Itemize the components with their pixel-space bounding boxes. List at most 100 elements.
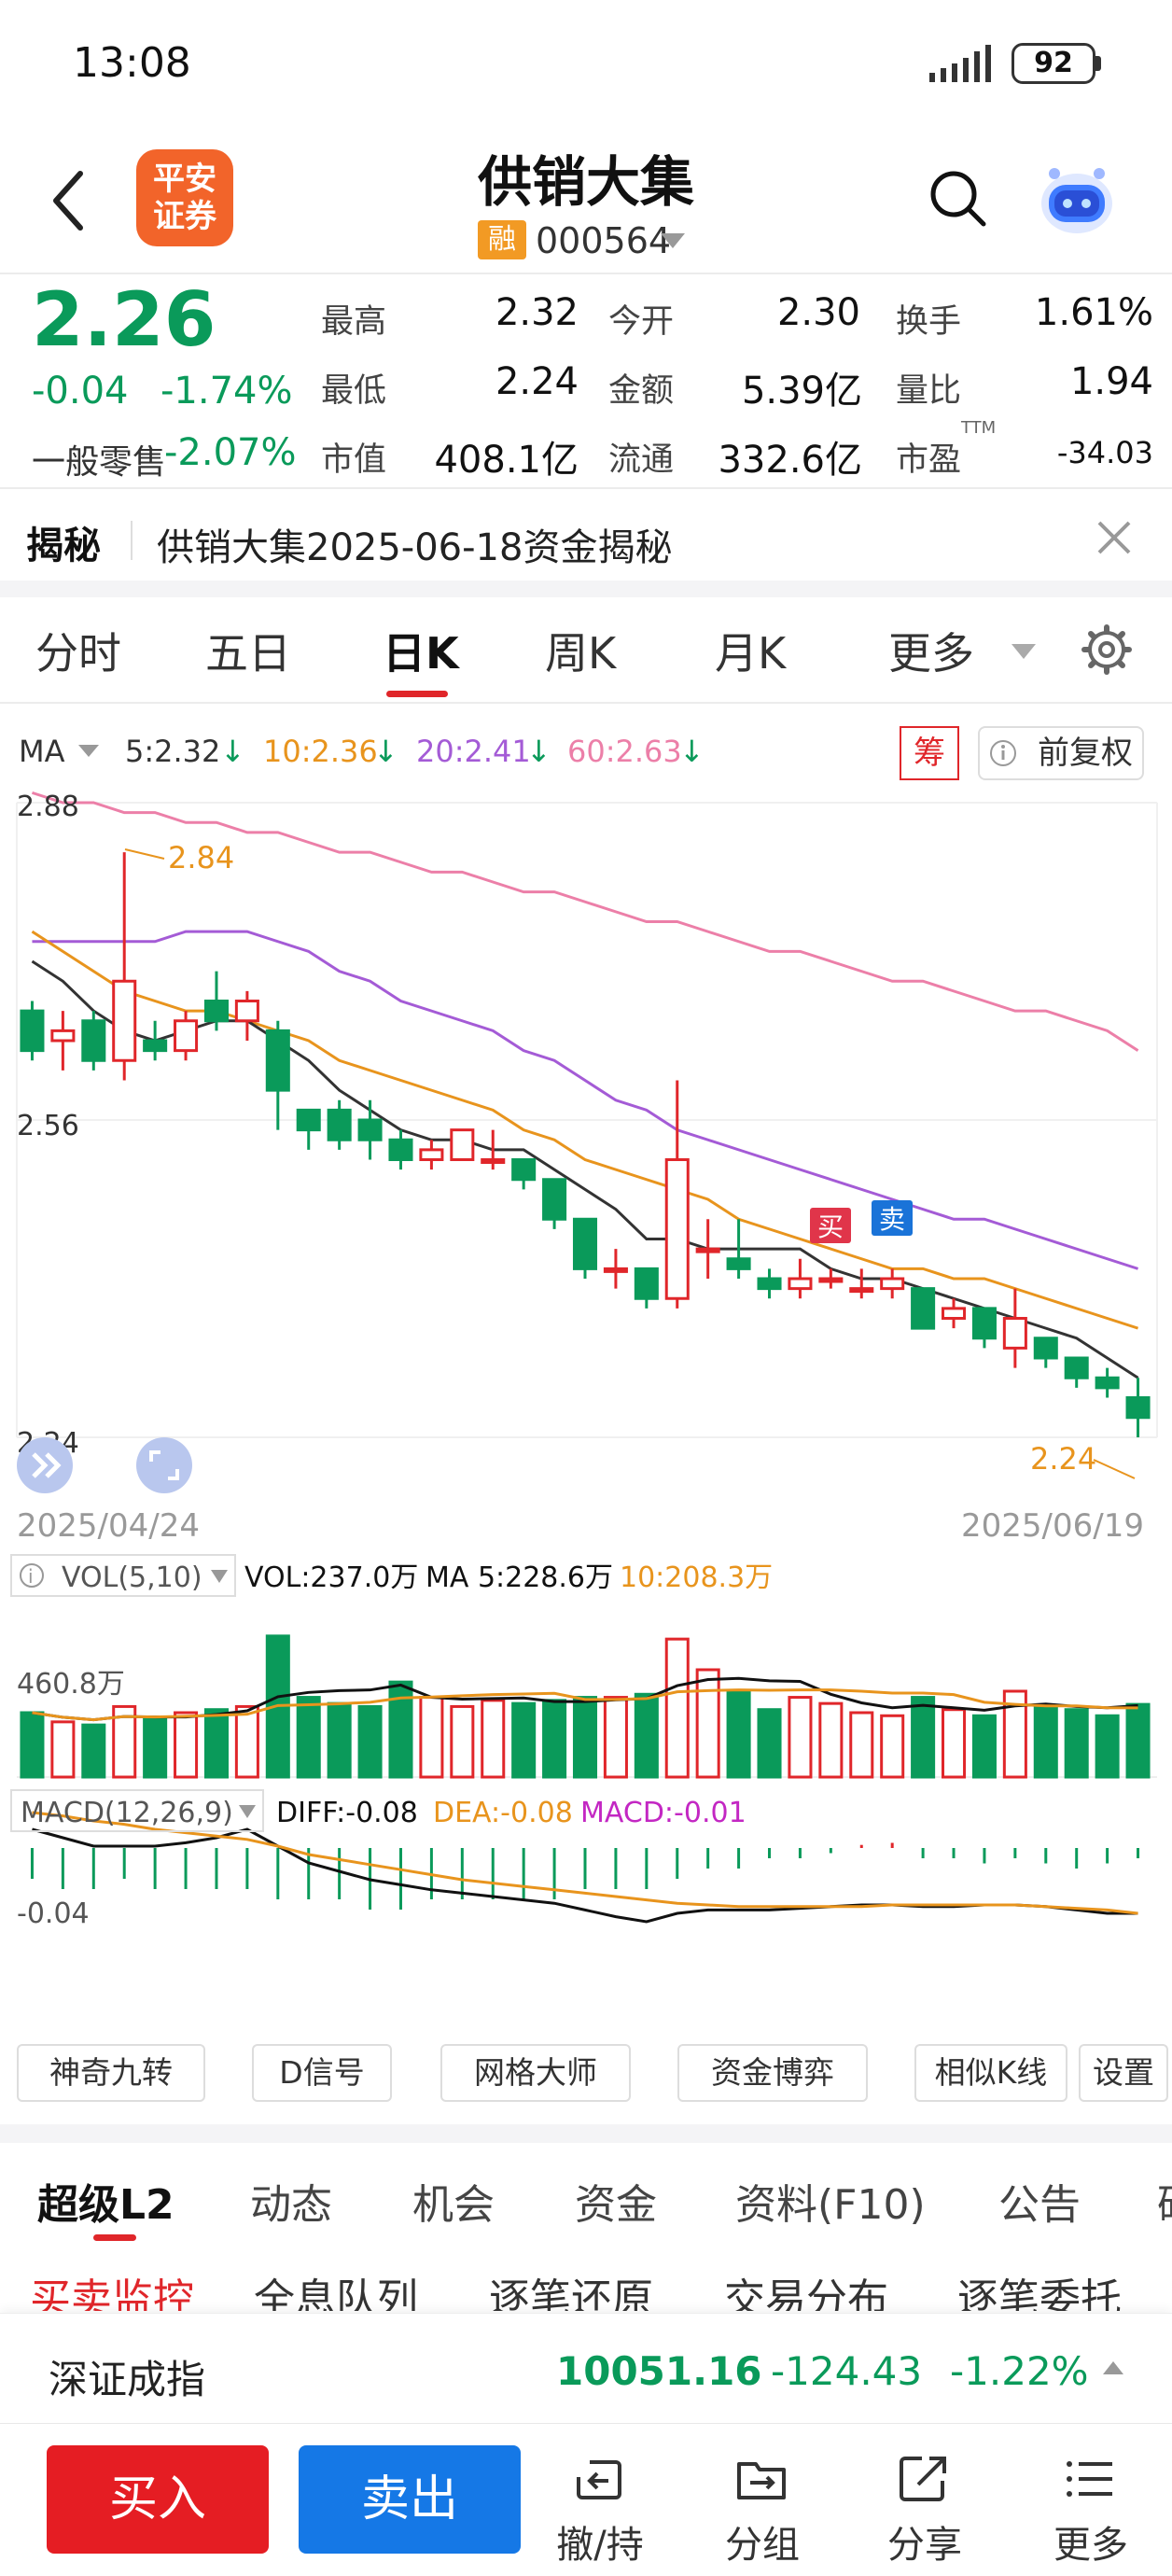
volume-bar	[880, 1714, 905, 1779]
vol-label: VOL(5,10)	[62, 1561, 202, 1594]
menu-icon[interactable]	[1062, 2451, 1118, 2507]
reveal-link[interactable]: 供销大集2025-06-18资金揭秘	[157, 526, 673, 569]
macd-selector-box	[10, 1789, 264, 1832]
kline-chart[interactable]: 2.88 2.56 2.24 2.84 2.24 2025/04/24 2025…	[0, 784, 1172, 2035]
candle-body	[1033, 1337, 1058, 1360]
tool-d-signal[interactable]: D信号	[252, 2044, 392, 2102]
expand-left-icon	[17, 1437, 73, 1493]
tab-more[interactable]: 更多	[888, 628, 974, 679]
svg-text:i: i	[28, 1565, 34, 1588]
tool-fund-game[interactable]: 资金博弈	[677, 2044, 868, 2102]
tool-grid-master[interactable]: 网格大师	[440, 2044, 631, 2102]
candle-body	[542, 1178, 567, 1221]
candle-body	[388, 1138, 413, 1161]
vol-value: VOL:237.0万	[244, 1561, 418, 1594]
turnover-label: 换手	[896, 303, 962, 341]
tab-f10[interactable]: 资料(F10)	[735, 2181, 926, 2229]
buy-signal-tag: 买	[810, 1208, 851, 1243]
subtab-tick-restore[interactable]: 逐笔还原	[489, 2275, 653, 2311]
ma20-line	[32, 930, 1139, 1270]
low-value: 2.24	[495, 360, 579, 403]
candle-body	[481, 1158, 506, 1164]
ai-assistant-icon[interactable]	[1036, 159, 1118, 241]
tab-weekly-k[interactable]: 周K	[545, 628, 617, 679]
high-value: 2.32	[495, 291, 579, 334]
more-label[interactable]: 更多	[1053, 2524, 1128, 2567]
quote-divider	[0, 487, 1172, 489]
subtab-trade-dist[interactable]: 交易分布	[724, 2275, 888, 2311]
tab-announcements[interactable]: 公告	[998, 2181, 1081, 2229]
open-label: 今开	[608, 303, 675, 341]
search-icon[interactable]	[928, 168, 989, 230]
volume-bar	[603, 1696, 628, 1779]
tool-settings[interactable]: 设置	[1079, 2044, 1168, 2102]
index-change: -124.43	[771, 2348, 923, 2394]
buy-button[interactable]: 买入	[47, 2445, 269, 2554]
margin-badge: 融	[478, 220, 526, 259]
group-label[interactable]: 分组	[725, 2524, 800, 2567]
expand-up-icon[interactable]	[1103, 2361, 1123, 2374]
subtab-order-monitor[interactable]: 买卖监控	[30, 2275, 194, 2311]
more-dropdown-icon[interactable]	[1012, 644, 1036, 659]
tab-super-l2[interactable]: 超级L2	[37, 2181, 174, 2229]
volume-bar	[388, 1680, 413, 1779]
adjust-mode-button[interactable]: 前复权	[978, 726, 1144, 780]
gear-icon[interactable]	[1081, 623, 1133, 676]
sell-button[interactable]: 卖出	[299, 2445, 521, 2554]
tab-funds[interactable]: 资金	[575, 2181, 657, 2229]
low-label: 最低	[321, 372, 387, 410]
ma20-arrow-icon: ↓	[526, 734, 551, 769]
volume-bars	[17, 1634, 1157, 1779]
candle-body	[511, 1158, 537, 1182]
tab-monthly-k[interactable]: 月K	[715, 628, 787, 679]
vol-dropdown-icon	[211, 1570, 228, 1583]
vol-ratio-label: 量比	[896, 372, 962, 410]
ma60-arrow-icon: ↓	[679, 734, 705, 769]
volume-bar	[419, 1696, 444, 1779]
subtab-queue[interactable]: 全息队列	[254, 2275, 418, 2311]
tab-opportunity[interactable]: 机会	[412, 2181, 495, 2229]
tab-research[interactable]: 研	[1157, 2171, 1172, 2231]
date-end: 2025/06/19	[961, 1507, 1144, 1545]
volume-bar	[664, 1637, 690, 1779]
signal-icon	[929, 45, 991, 82]
candle-body	[880, 1277, 905, 1291]
candle-body	[634, 1267, 659, 1300]
tab-intraday[interactable]: 分时	[35, 628, 121, 679]
amount-label: 金额	[608, 372, 675, 410]
tab-five-day[interactable]: 五日	[205, 628, 291, 679]
tool-similar-k[interactable]: 相似K线	[914, 2044, 1067, 2102]
tool-nine-turn[interactable]: 神奇九转	[17, 2044, 205, 2102]
volume-bar	[511, 1701, 537, 1779]
ma-dropdown-icon[interactable]	[78, 745, 99, 757]
subtab-tick-orders[interactable]: 逐笔委托	[957, 2275, 1122, 2311]
fullscreen-icon	[136, 1437, 192, 1493]
date-start: 2025/04/24	[17, 1507, 200, 1545]
candle-body	[174, 1019, 199, 1053]
share-label[interactable]: 分享	[887, 2524, 962, 2567]
close-icon[interactable]	[1094, 517, 1135, 558]
cancel-hold-label[interactable]: 撤/持	[556, 2524, 644, 2567]
tab-news[interactable]: 动态	[250, 2181, 332, 2229]
ma-selector[interactable]: MA	[19, 734, 65, 769]
share-icon[interactable]	[896, 2451, 952, 2507]
active-tab-indicator	[386, 691, 448, 697]
turnover-value: 1.61%	[1034, 291, 1153, 334]
group-icon[interactable]	[733, 2451, 789, 2507]
tab-daily-k[interactable]: 日K	[383, 628, 459, 679]
volume-bar	[942, 1708, 967, 1779]
ma5-line	[31, 959, 1139, 1379]
chip-distribution-button[interactable]: 筹	[900, 726, 959, 780]
vol-ratio-value: 1.94	[1069, 360, 1153, 403]
macd-dea-line	[32, 1811, 1138, 1915]
stock-code[interactable]: 000564	[536, 220, 672, 261]
cancel-hold-icon[interactable]	[571, 2451, 627, 2507]
back-arrow-icon[interactable]	[47, 168, 93, 233]
sector-name[interactable]: 一般零售	[32, 443, 167, 482]
code-dropdown-icon[interactable]	[661, 233, 685, 248]
sell-signal-tag: 卖	[872, 1200, 913, 1236]
volume-bar	[726, 1689, 751, 1779]
volume-ma-lines	[32, 1676, 1138, 1722]
index-ticker-bar[interactable]	[0, 2313, 1172, 2423]
status-time: 13:08	[73, 39, 191, 87]
